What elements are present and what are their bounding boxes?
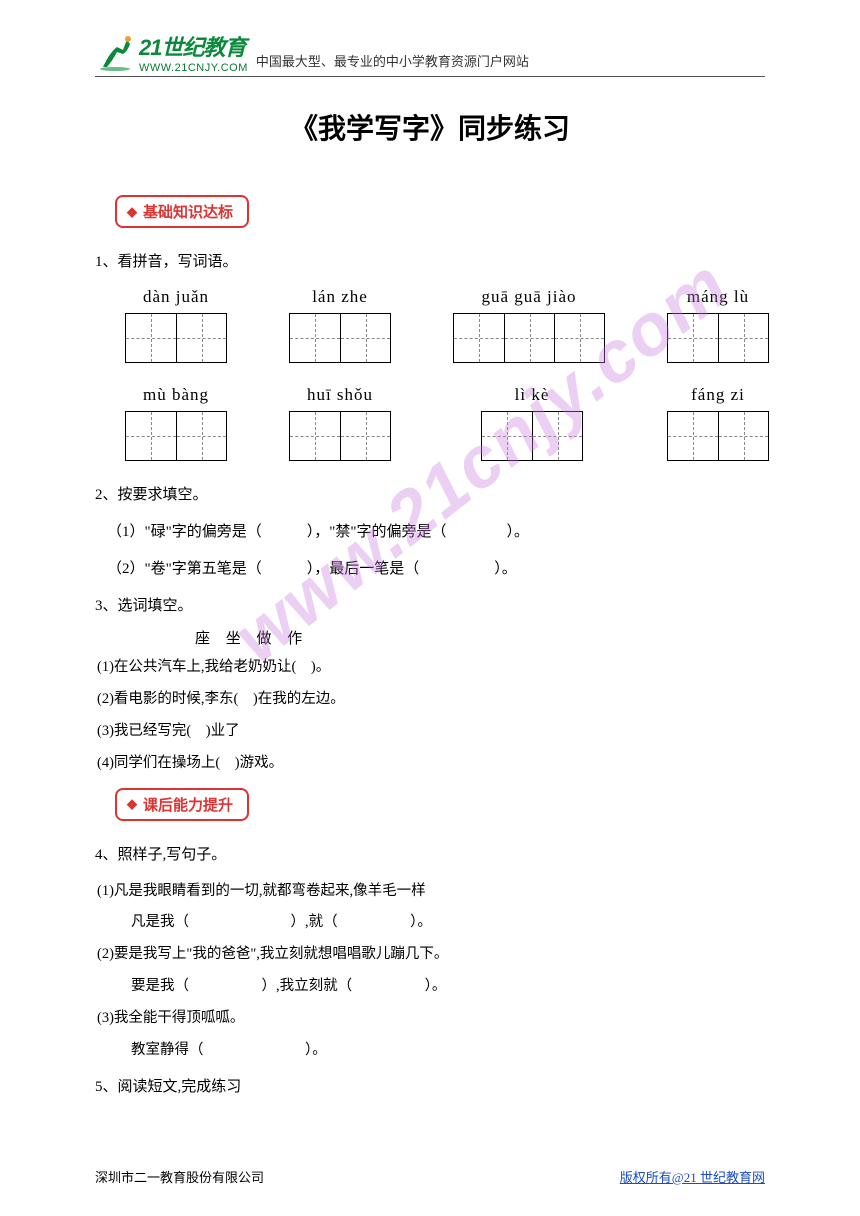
pinyin-group: lán zhe <box>289 287 391 363</box>
q3-c: (3)我已经写完( )业了 <box>95 716 765 748</box>
pinyin-row-1: dàn juǎn lán zhe guā guā jiào máng lù <box>125 287 765 363</box>
section-badge-1: 基础知识达标 <box>115 195 249 228</box>
q2-a: （1）"碌"字的偏旁是（ ），"禁"字的偏旁是（ ）。 <box>95 516 765 549</box>
q4-a1: (1)凡是我眼睛看到的一切,就都弯卷起来,像羊毛一样 <box>95 876 765 908</box>
q4-c2: 教室静得（ ）。 <box>95 1035 765 1067</box>
runner-icon <box>95 32 135 72</box>
q1-prompt: 1、看拼音，写词语。 <box>95 246 765 279</box>
pinyin-group: lì kè <box>481 385 583 461</box>
char-boxes[interactable] <box>125 313 227 363</box>
q2-prompt: 2、按要求填空。 <box>95 479 765 512</box>
page-header: 21世纪教育 WWW.21CNJY.COM 中国最大型、最专业的中小学教育资源门… <box>95 30 765 77</box>
pinyin-text: máng lù <box>687 287 749 307</box>
q4-b2: 要是我（ ）,我立刻就（ ）。 <box>95 971 765 1003</box>
pinyin-text: fáng zi <box>691 385 745 405</box>
pinyin-group: dàn juǎn <box>125 287 227 363</box>
pinyin-group: huī shǒu <box>289 385 391 461</box>
char-boxes[interactable] <box>289 411 391 461</box>
pinyin-text: lán zhe <box>312 287 368 307</box>
q5-prompt: 5、阅读短文,完成练习 <box>95 1071 765 1104</box>
pinyin-text: huī shǒu <box>307 385 373 405</box>
logo: 21世纪教育 WWW.21CNJY.COM <box>95 30 248 74</box>
page-title: 《我学写字》同步练习 <box>95 107 765 147</box>
pinyin-row-2: mù bàng huī shǒu lì kè fáng zi <box>125 385 765 461</box>
pinyin-group: mù bàng <box>125 385 227 461</box>
pinyin-group: fáng zi <box>667 385 769 461</box>
pinyin-text: dàn juǎn <box>143 287 209 307</box>
char-boxes[interactable] <box>667 411 769 461</box>
q3-b: (2)看电影的时候,李东( )在我的左边。 <box>95 684 765 716</box>
q3-choices: 座 坐 做 作 <box>95 627 765 648</box>
logo-text: 21世纪教育 WWW.21CNJY.COM <box>139 30 248 74</box>
char-boxes[interactable] <box>289 313 391 363</box>
q4-a2: 凡是我（ ）,就（ ）。 <box>95 907 765 939</box>
logo-url: WWW.21CNJY.COM <box>139 62 248 74</box>
footer-right-link[interactable]: 版权所有@21 世纪教育网 <box>620 1167 765 1186</box>
header-tagline: 中国最大型、最专业的中小学教育资源门户网站 <box>256 51 529 74</box>
pinyin-text: lì kè <box>515 385 550 405</box>
pinyin-group: máng lù <box>667 287 769 363</box>
pinyin-text: guā guā jiào <box>481 287 576 307</box>
q4-c1: (3)我全能干得顶呱呱。 <box>95 1003 765 1035</box>
section-badge-2: 课后能力提升 <box>115 788 249 821</box>
char-boxes[interactable] <box>667 313 769 363</box>
logo-main: 21世纪教育 <box>139 30 248 62</box>
char-boxes[interactable] <box>125 411 227 461</box>
q3-prompt: 3、选词填空。 <box>95 590 765 623</box>
q4-b1: (2)要是我写上"我的爸爸",我立刻就想唱唱歌儿蹦几下。 <box>95 939 765 971</box>
pinyin-group: guā guā jiào <box>453 287 605 363</box>
char-boxes[interactable] <box>481 411 583 461</box>
footer-left: 深圳市二一教育股份有限公司 <box>95 1167 264 1186</box>
page-footer: 深圳市二一教育股份有限公司 版权所有@21 世纪教育网 <box>95 1167 765 1186</box>
pinyin-text: mù bàng <box>143 385 209 405</box>
q4-prompt: 4、照样子,写句子。 <box>95 839 765 872</box>
char-boxes[interactable] <box>453 313 605 363</box>
q3-d: (4)同学们在操场上( )游戏。 <box>95 748 765 780</box>
q2-b: （2）"卷"字第五笔是（ ），最后一笔是（ ）。 <box>95 553 765 586</box>
q3-a: (1)在公共汽车上,我给老奶奶让( )。 <box>95 652 765 684</box>
